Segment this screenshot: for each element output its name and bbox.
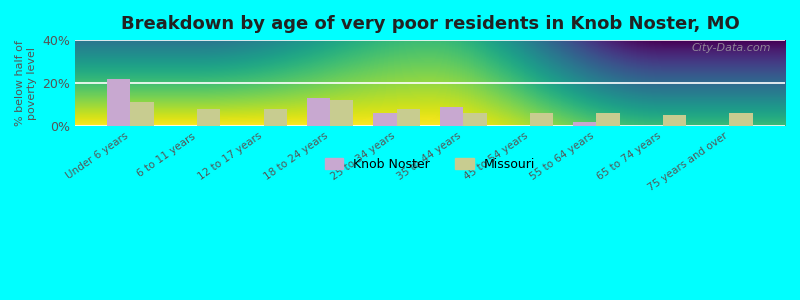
Bar xyxy=(397,109,420,126)
Bar xyxy=(596,113,620,126)
Bar xyxy=(663,116,686,126)
Y-axis label: % below half of
poverty level: % below half of poverty level xyxy=(15,40,37,126)
Bar xyxy=(374,113,397,126)
Bar xyxy=(307,98,330,126)
Legend: Knob Noster, Missouri: Knob Noster, Missouri xyxy=(320,153,540,176)
Bar xyxy=(130,103,154,126)
Bar xyxy=(573,122,596,126)
Bar xyxy=(197,109,220,126)
Bar xyxy=(530,113,553,126)
Bar xyxy=(330,100,354,126)
Bar xyxy=(107,79,130,126)
Bar xyxy=(440,107,463,126)
Bar xyxy=(463,113,486,126)
Bar xyxy=(730,113,753,126)
Bar xyxy=(263,109,287,126)
Text: City-Data.com: City-Data.com xyxy=(691,43,770,53)
Title: Breakdown by age of very poor residents in Knob Noster, MO: Breakdown by age of very poor residents … xyxy=(121,15,739,33)
